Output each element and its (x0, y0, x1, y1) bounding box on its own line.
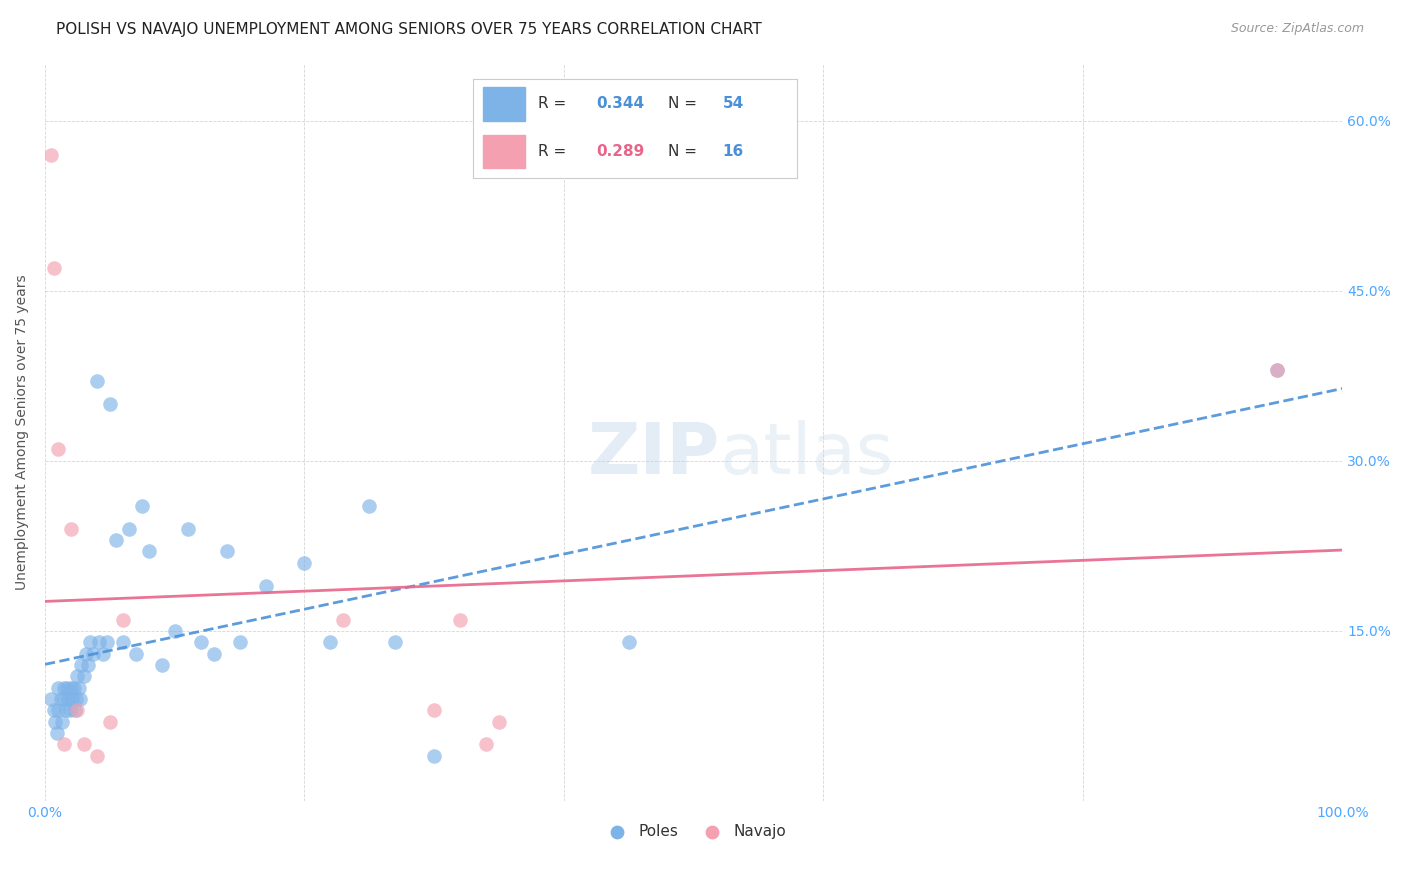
Point (202, 647, 225, 661)
Point (105, 533, 128, 548)
Point (67, 681, 90, 695)
Text: atlas: atlas (720, 420, 894, 489)
Text: ZIP: ZIP (588, 420, 720, 489)
Point (359, 499, 381, 513)
Point (215, 544, 238, 558)
Point (111, 635, 134, 649)
Point (89, 635, 111, 649)
Legend: Poles, Navajo: Poles, Navajo (595, 818, 792, 845)
Point (41, 691, 63, 706)
Point (111, 613, 134, 627)
Point (96, 635, 118, 649)
Point (59, 522, 82, 536)
Point (1267, 363, 1289, 377)
Point (63, 703, 86, 717)
Point (55, 703, 77, 717)
Point (1267, 363, 1289, 377)
Point (45, 726, 67, 740)
Point (62, 681, 84, 695)
Point (41, 147, 63, 161)
Point (60, 691, 83, 706)
Point (125, 647, 148, 661)
Point (65, 691, 87, 706)
Text: POLISH VS NAVAJO UNEMPLOYMENT AMONG SENIORS OVER 75 YEARS CORRELATION CHART: POLISH VS NAVAJO UNEMPLOYMENT AMONG SENI… (56, 22, 762, 37)
Point (73, 669, 96, 683)
Point (42, 703, 65, 717)
Point (82, 647, 104, 661)
Point (475, 737, 498, 751)
Point (423, 703, 446, 717)
Point (49, 691, 72, 706)
Point (76, 657, 98, 672)
Point (254, 578, 277, 592)
Point (51, 714, 73, 729)
Point (44, 714, 66, 729)
Point (138, 544, 160, 558)
Point (86, 748, 108, 763)
Point (98, 714, 121, 729)
Point (449, 613, 471, 627)
Point (228, 635, 250, 649)
Point (423, 748, 446, 763)
Point (79, 635, 101, 649)
Point (46, 681, 69, 695)
Text: Source: ZipAtlas.com: Source: ZipAtlas.com (1230, 22, 1364, 36)
Point (319, 635, 342, 649)
Point (488, 714, 510, 729)
Point (150, 657, 173, 672)
Point (76, 647, 98, 661)
Y-axis label: Unemployment Among Seniors over 75 years: Unemployment Among Seniors over 75 years (15, 275, 30, 591)
Point (176, 522, 198, 536)
Point (53, 737, 76, 751)
Point (73, 737, 96, 751)
Point (118, 522, 141, 536)
Point (93, 647, 115, 661)
Point (131, 499, 153, 513)
Point (332, 613, 354, 627)
Point (66, 669, 89, 683)
Point (617, 635, 640, 649)
Point (53, 691, 76, 706)
Point (190, 635, 212, 649)
Point (98, 397, 121, 411)
Point (70, 657, 93, 672)
Point (163, 624, 186, 638)
Point (58, 691, 80, 706)
Point (56, 681, 79, 695)
Point (66, 703, 89, 717)
Point (59, 703, 82, 717)
Point (59, 681, 82, 695)
Point (86, 375, 108, 389)
Point (294, 556, 316, 570)
Point (46, 442, 69, 457)
Point (69, 691, 91, 706)
Point (42, 261, 65, 276)
Point (384, 635, 406, 649)
Point (46, 703, 69, 717)
Point (53, 681, 76, 695)
